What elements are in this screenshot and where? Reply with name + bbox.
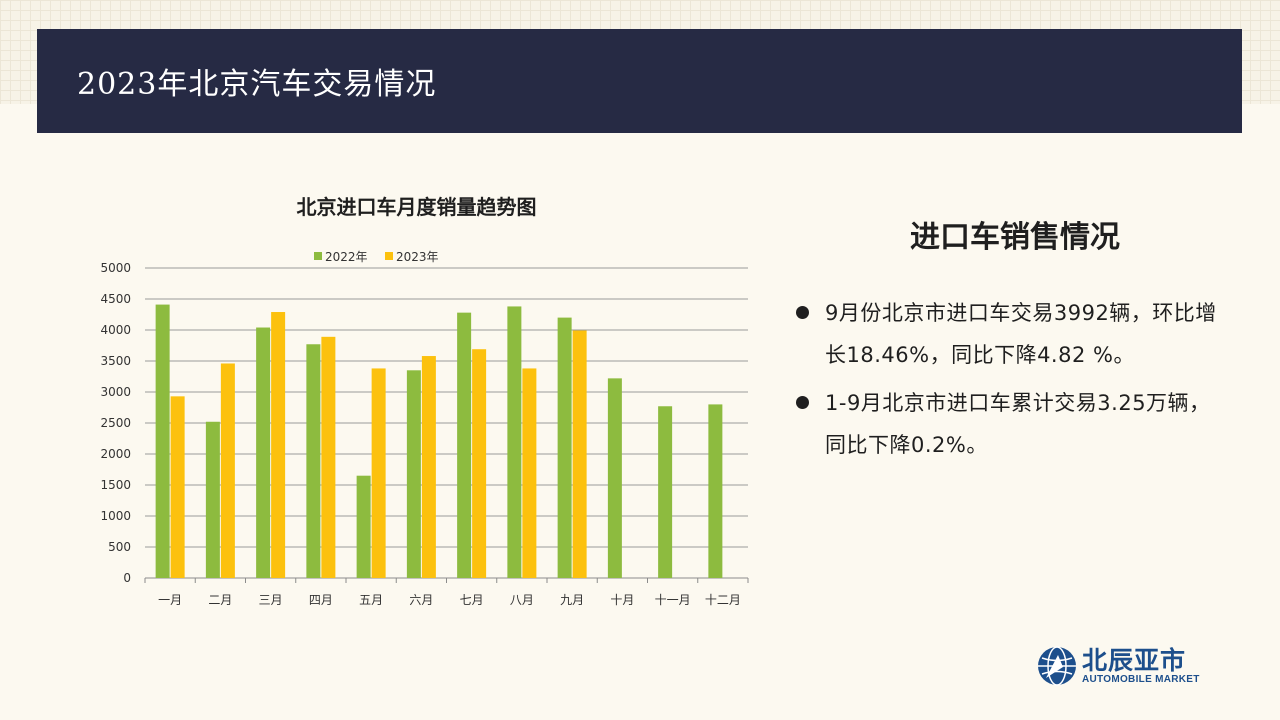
y-tick-label: 1500 (100, 478, 131, 492)
x-tick-label: 三月 (259, 593, 283, 607)
logo-cn-text: 北辰亚市 (1082, 645, 1187, 675)
bar (271, 312, 286, 578)
side-title: 进口车销售情况 (910, 220, 1120, 255)
y-tick-label: 5000 (100, 261, 131, 275)
bar (507, 306, 522, 578)
bullet-list: 9月份北京市进口车交易3992辆，环比增长18.46%，同比下降4.82 %。 … (796, 292, 1226, 472)
bar (170, 396, 185, 578)
x-tick-label: 十月 (610, 593, 634, 607)
bar (356, 475, 371, 578)
y-tick-label: 4500 (100, 292, 131, 306)
bar (421, 356, 436, 578)
bar (256, 327, 271, 578)
legend-swatch (314, 252, 322, 260)
x-tick-label: 一月 (158, 593, 182, 607)
bar (406, 370, 421, 578)
logo-en-text: AUTOMOBILE MARKET (1082, 673, 1200, 685)
x-tick-label: 七月 (460, 593, 484, 607)
page-title: 2023年北京汽车交易情况 (77, 67, 437, 102)
bar (522, 368, 537, 578)
y-tick-label: 1000 (100, 509, 131, 523)
y-tick-label: 3000 (100, 385, 131, 399)
x-tick-label: 八月 (510, 593, 534, 607)
chart-title: 北京进口车月度销量趋势图 (297, 195, 537, 219)
title-banner: 2023年北京汽车交易情况 (37, 29, 1242, 133)
bar (457, 312, 472, 578)
bar (306, 344, 321, 578)
bar (708, 404, 723, 578)
y-tick-label: 2000 (100, 447, 131, 461)
y-tick-label: 3500 (100, 354, 131, 368)
bullet-item: 9月份北京市进口车交易3992辆，环比增长18.46%，同比下降4.82 %。 (796, 292, 1226, 376)
legend-swatch (385, 252, 393, 260)
bullet-item: 1-9月北京市进口车累计交易3.25万辆，同比下降0.2%。 (796, 382, 1226, 466)
legend-label: 2023年 (396, 250, 439, 264)
x-tick-label: 九月 (560, 593, 584, 607)
globe-logo-icon (1038, 646, 1076, 686)
bar (472, 349, 487, 578)
bar (371, 368, 386, 578)
bar (557, 317, 572, 578)
logo-text: 北辰亚市 AUTOMOBILE MARKET (1082, 645, 1200, 685)
bullet-dot-icon (796, 306, 809, 319)
brand-logo: 北辰亚市 AUTOMOBILE MARKET (1036, 645, 1200, 687)
bar (321, 336, 336, 578)
bar (205, 421, 220, 578)
bar (220, 363, 235, 578)
y-tick-label: 500 (108, 540, 131, 554)
y-tick-label: 2500 (100, 416, 131, 430)
y-tick-label: 0 (123, 571, 131, 585)
x-tick-label: 六月 (409, 593, 433, 607)
bar (572, 330, 587, 578)
x-tick-label: 十一月 (655, 593, 691, 607)
legend-label: 2022年 (325, 250, 368, 264)
bar (607, 378, 622, 578)
bullet-text: 9月份北京市进口车交易3992辆，环比增长18.46%，同比下降4.82 %。 (825, 301, 1217, 367)
bar (155, 304, 170, 578)
x-tick-label: 十二月 (705, 593, 741, 607)
bullet-dot-icon (796, 396, 809, 409)
x-tick-label: 四月 (309, 593, 333, 607)
bullet-text: 1-9月北京市进口车累计交易3.25万辆，同比下降0.2%。 (825, 391, 1211, 457)
x-tick-label: 五月 (359, 593, 383, 607)
monthly-sales-chart: 北京进口车月度销量趋势图 0 500 1000 1500 2000 2500 3000 3500… (100, 195, 749, 607)
y-tick-label: 4000 (100, 323, 131, 337)
bar (658, 406, 673, 578)
x-tick-label: 二月 (208, 593, 232, 607)
